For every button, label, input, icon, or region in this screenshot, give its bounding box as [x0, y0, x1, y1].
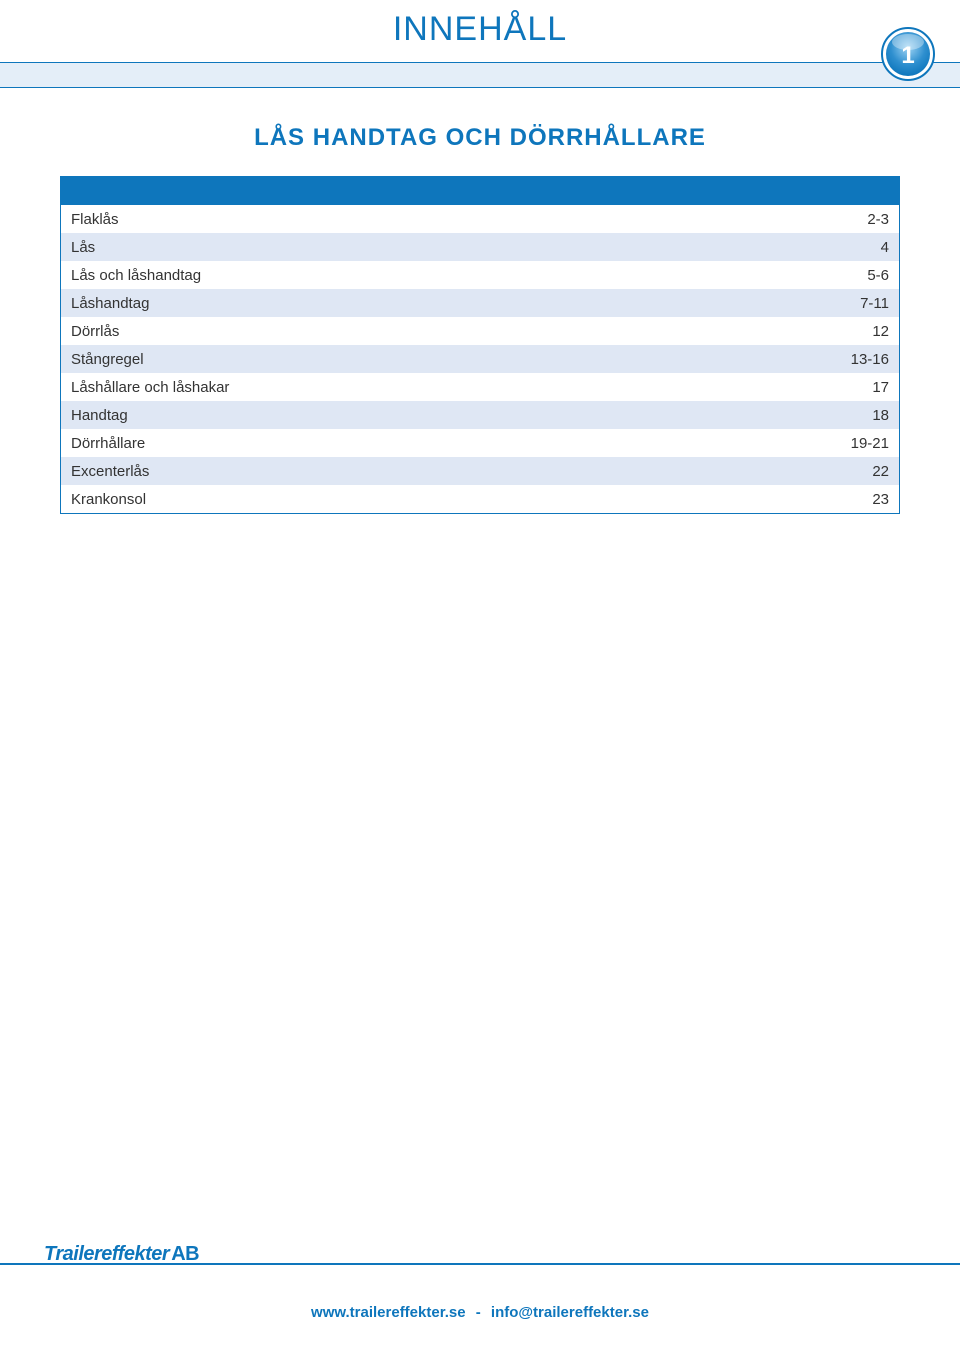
table-row: Krankonsol 23: [61, 485, 899, 513]
toc-header-bar: [61, 177, 899, 205]
toc-pages: 2-3: [829, 211, 889, 228]
toc-pages: 4: [829, 239, 889, 256]
table-row: Handtag 18: [61, 401, 899, 429]
toc-pages: 17: [829, 379, 889, 396]
table-row: Dörrhållare 19-21: [61, 429, 899, 457]
page-number-badge: 1: [880, 26, 936, 82]
toc-label: Krankonsol: [71, 491, 146, 508]
table-row: Låshandtag 7-11: [61, 289, 899, 317]
toc-label: Dörrhållare: [71, 435, 145, 452]
footer-website[interactable]: www.trailereffekter.se: [311, 1304, 466, 1321]
toc-pages: 12: [829, 323, 889, 340]
table-row: Lås 4: [61, 233, 899, 261]
table-row: Låshållare och låshakar 17: [61, 373, 899, 401]
toc-label: Lås och låshandtag: [71, 267, 201, 284]
footer: TrailereffekterAB www.trailereffekter.se…: [0, 1263, 960, 1345]
footer-links: www.trailereffekter.se - info@trailereff…: [0, 1304, 960, 1321]
toc-label: Flaklås: [71, 211, 119, 228]
table-row: Dörrlås 12: [61, 317, 899, 345]
toc-pages: 23: [829, 491, 889, 508]
toc-label: Lås: [71, 239, 95, 256]
table-row: Excenterlås 22: [61, 457, 899, 485]
footer-email[interactable]: info@trailereffekter.se: [491, 1304, 649, 1321]
page-number-text: 1: [901, 42, 914, 69]
toc-pages: 22: [829, 463, 889, 480]
page: INNEHÅLL 1 LÅS HANDTAG OCH DÖRRHÅLLARE F…: [0, 0, 960, 1345]
footer-logo: TrailereffekterAB: [44, 1243, 199, 1266]
table-row: Stångregel 13-16: [61, 345, 899, 373]
table-row: Flaklås 2-3: [61, 205, 899, 233]
toc-label: Stångregel: [71, 351, 144, 368]
table-row: Lås och låshandtag 5-6: [61, 261, 899, 289]
section-title: LÅS HANDTAG OCH DÖRRHÅLLARE: [0, 124, 960, 152]
header-band: INNEHÅLL 1: [0, 0, 960, 58]
page-title: INNEHÅLL: [393, 10, 567, 49]
toc-pages: 13-16: [829, 351, 889, 368]
toc-pages: 18: [829, 407, 889, 424]
toc-label: Dörrlås: [71, 323, 119, 340]
footer-logo-suffix: AB: [171, 1243, 199, 1265]
toc-label: Låshållare och låshakar: [71, 379, 229, 396]
toc-pages: 7-11: [829, 295, 889, 312]
footer-logo-text: Trailereffekter: [44, 1243, 169, 1265]
footer-separator: -: [476, 1304, 481, 1321]
toc-table: Flaklås 2-3 Lås 4 Lås och låshandtag 5-6…: [60, 176, 900, 514]
toc-label: Låshandtag: [71, 295, 149, 312]
toc-label: Excenterlås: [71, 463, 149, 480]
toc-pages: 19-21: [829, 435, 889, 452]
toc-label: Handtag: [71, 407, 128, 424]
toc-pages: 5-6: [829, 267, 889, 284]
divider-band: [0, 62, 960, 88]
